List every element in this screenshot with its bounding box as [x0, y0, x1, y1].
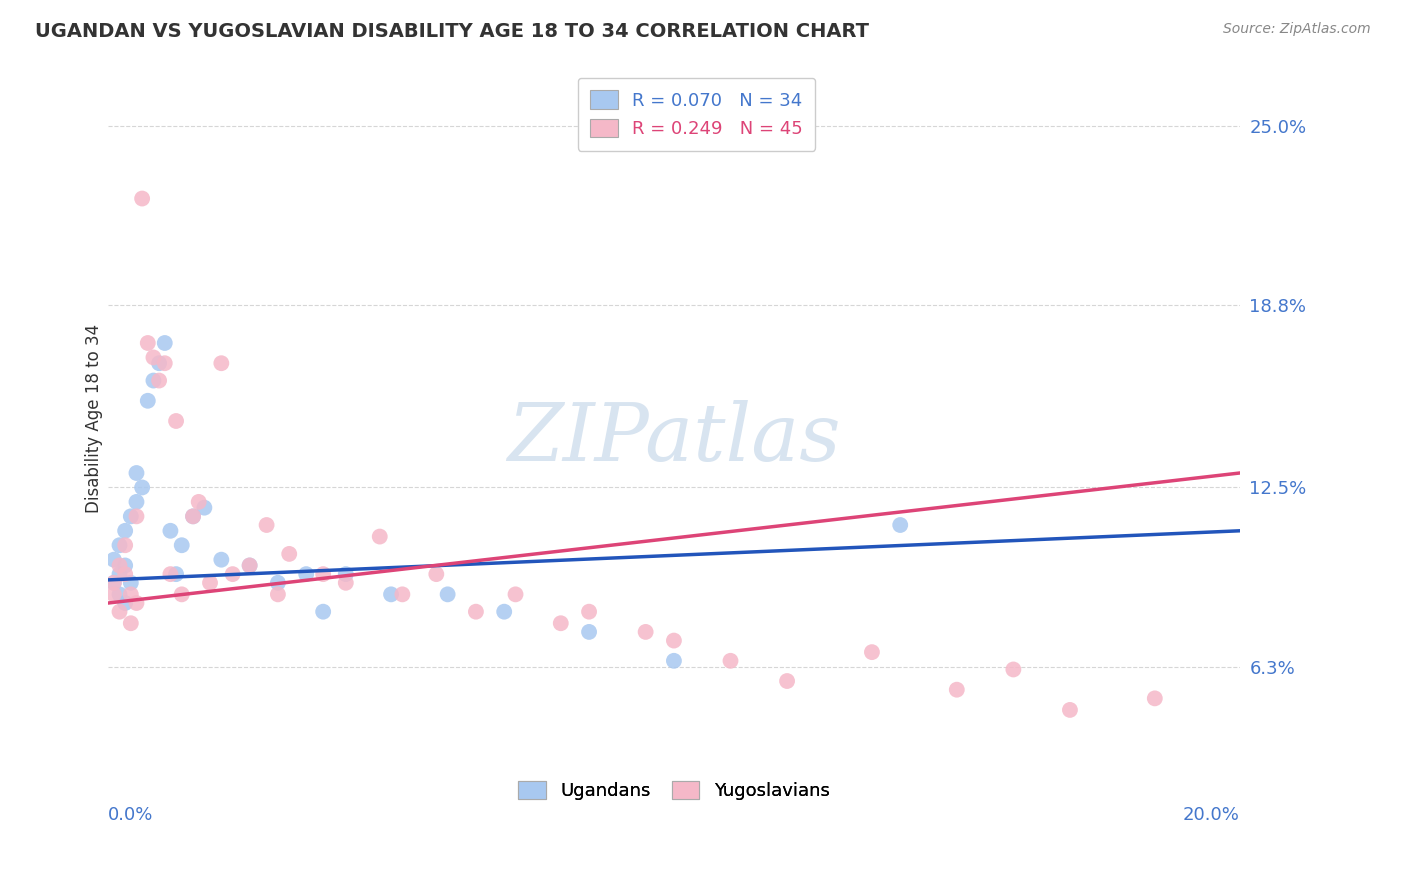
- Point: [312, 605, 335, 619]
- Point: [148, 374, 170, 388]
- Point: [120, 509, 142, 524]
- Point: [550, 616, 572, 631]
- Point: [103, 552, 125, 566]
- Point: [662, 654, 685, 668]
- Point: [148, 356, 170, 370]
- Text: Source: ZipAtlas.com: Source: ZipAtlas.com: [1223, 22, 1371, 37]
- Point: [103, 575, 125, 590]
- Point: [114, 596, 136, 610]
- Y-axis label: Disability Age 18 to 34: Disability Age 18 to 34: [86, 324, 103, 513]
- Point: [946, 682, 969, 697]
- Text: UGANDAN VS YUGOSLAVIAN DISABILITY AGE 18 TO 34 CORRELATION CHART: UGANDAN VS YUGOSLAVIAN DISABILITY AGE 18…: [35, 22, 869, 41]
- Point: [221, 567, 243, 582]
- Point: [278, 547, 301, 561]
- Point: [108, 558, 131, 573]
- Point: [380, 587, 402, 601]
- Point: [181, 509, 204, 524]
- Point: [120, 587, 142, 601]
- Point: [153, 356, 176, 370]
- Point: [131, 480, 153, 494]
- Point: [165, 567, 187, 582]
- Point: [120, 616, 142, 631]
- Point: [159, 524, 181, 538]
- Point: [1002, 663, 1025, 677]
- Text: 0.0%: 0.0%: [108, 806, 153, 824]
- Point: [464, 605, 486, 619]
- Point: [114, 538, 136, 552]
- Point: [125, 466, 148, 480]
- Point: [776, 673, 799, 688]
- Point: [125, 495, 148, 509]
- Point: [267, 587, 290, 601]
- Point: [125, 596, 148, 610]
- Point: [295, 567, 318, 582]
- Point: [103, 575, 125, 590]
- Point: [153, 336, 176, 351]
- Point: [136, 336, 159, 351]
- Point: [193, 500, 215, 515]
- Point: [108, 605, 131, 619]
- Point: [368, 530, 391, 544]
- Point: [335, 575, 357, 590]
- Point: [114, 558, 136, 573]
- Point: [578, 624, 600, 639]
- Point: [425, 567, 447, 582]
- Point: [187, 495, 209, 509]
- Point: [170, 587, 193, 601]
- Point: [1059, 703, 1081, 717]
- Point: [131, 192, 153, 206]
- Point: [108, 587, 131, 601]
- Point: [391, 587, 413, 601]
- Point: [209, 552, 232, 566]
- Text: ZIPatlas: ZIPatlas: [508, 401, 841, 478]
- Point: [136, 393, 159, 408]
- Point: [209, 356, 232, 370]
- Point: [256, 518, 278, 533]
- Point: [505, 587, 527, 601]
- Point: [181, 509, 204, 524]
- Point: [198, 575, 221, 590]
- Point: [1143, 691, 1166, 706]
- Point: [103, 587, 125, 601]
- Point: [120, 575, 142, 590]
- Point: [889, 518, 911, 533]
- Point: [267, 575, 290, 590]
- Point: [108, 567, 131, 582]
- Point: [578, 605, 600, 619]
- Point: [165, 414, 187, 428]
- Point: [494, 605, 516, 619]
- Point: [436, 587, 458, 601]
- Point: [142, 374, 165, 388]
- Legend: Ugandans, Yugoslavians: Ugandans, Yugoslavians: [508, 770, 841, 811]
- Point: [239, 558, 262, 573]
- Point: [239, 558, 262, 573]
- Point: [312, 567, 335, 582]
- Point: [108, 538, 131, 552]
- Text: 20.0%: 20.0%: [1182, 806, 1240, 824]
- Point: [142, 351, 165, 365]
- Point: [159, 567, 181, 582]
- Point: [720, 654, 742, 668]
- Point: [170, 538, 193, 552]
- Point: [860, 645, 883, 659]
- Point: [634, 624, 657, 639]
- Point: [114, 567, 136, 582]
- Point: [662, 633, 685, 648]
- Point: [125, 509, 148, 524]
- Point: [335, 567, 357, 582]
- Point: [114, 524, 136, 538]
